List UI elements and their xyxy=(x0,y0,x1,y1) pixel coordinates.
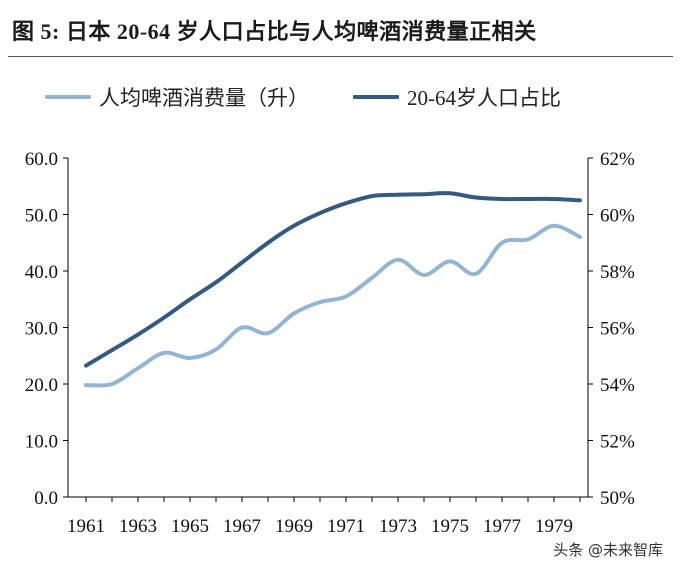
y-right-tick-label: 56% xyxy=(600,319,635,340)
y-right-tick-label: 58% xyxy=(600,262,635,283)
x-tick-label: 1979 xyxy=(535,516,573,537)
y-left-tick-label: 30.0 xyxy=(25,319,58,340)
y-left-tick-label: 0.0 xyxy=(34,488,58,509)
y-left-tick-label: 50.0 xyxy=(25,206,58,227)
x-tick-label: 1967 xyxy=(223,516,261,537)
legend-item-beer: 人均啤酒消费量（升） xyxy=(45,82,309,112)
x-tick-label: 1977 xyxy=(483,516,521,537)
x-tick-label: 1965 xyxy=(171,516,209,537)
x-tick-label: 1961 xyxy=(67,516,105,537)
legend-swatch-population xyxy=(353,95,399,99)
x-tick-label: 1971 xyxy=(327,516,365,537)
watermark: 头条 @未来智库 xyxy=(549,538,667,561)
x-tick-label: 1973 xyxy=(379,516,417,537)
chart-title: 图 5: 日本 20-64 岁人口占比与人均啤酒消费量正相关 xyxy=(12,19,537,44)
legend-swatch-beer xyxy=(45,95,91,99)
legend-label-population: 20-64岁人口占比 xyxy=(407,86,561,110)
y-right-tick-label: 52% xyxy=(600,432,635,453)
legend-label-beer: 人均啤酒消费量（升） xyxy=(99,86,309,110)
x-tick-label: 1963 xyxy=(119,516,157,537)
series-line-population-share xyxy=(84,191,582,368)
legend-item-population: 20-64岁人口占比 xyxy=(353,82,561,112)
y-right-tick-label: 62% xyxy=(600,149,635,170)
y-left-tick-label: 40.0 xyxy=(25,262,58,283)
y-left-tick-label: 10.0 xyxy=(25,432,58,453)
y-right-tick-label: 60% xyxy=(600,206,635,227)
x-tick-label: 1975 xyxy=(431,516,469,537)
y-left-tick-label: 60.0 xyxy=(25,149,58,170)
x-tick-label: 1969 xyxy=(275,516,313,537)
title-divider xyxy=(8,56,673,57)
series-line-beer-consumption xyxy=(84,223,582,388)
legend: 人均啤酒消费量（升） 20-64岁人口占比 xyxy=(45,82,605,112)
y-right-tick-label: 50% xyxy=(600,488,635,509)
y-right-tick-label: 54% xyxy=(600,375,635,396)
y-left-tick-label: 20.0 xyxy=(25,375,58,396)
